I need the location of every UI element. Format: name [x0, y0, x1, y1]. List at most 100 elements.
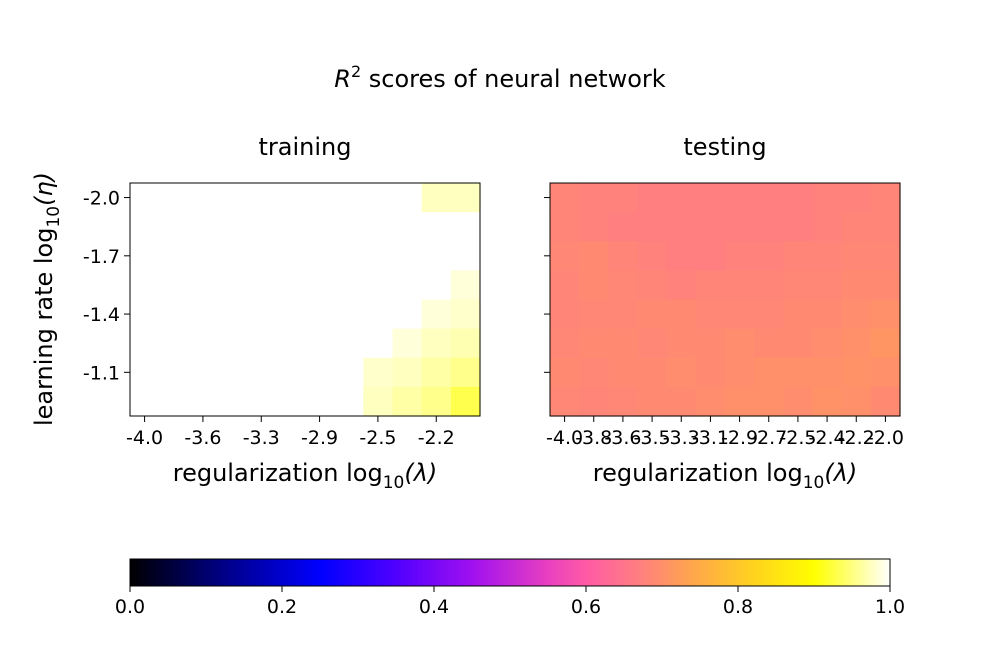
heatmap-cell [579, 299, 609, 330]
heatmap-cell [637, 357, 668, 388]
heatmap-cell [130, 183, 160, 213]
heatmap-cell [725, 357, 755, 388]
heatmap-cell [188, 212, 219, 242]
heatmap-cell [608, 299, 639, 330]
heatmap-cell [579, 270, 609, 301]
heatmap-cell [421, 212, 452, 242]
testing-title: testing [683, 133, 766, 161]
x-tick-label: -2.7 [750, 427, 787, 449]
heatmap-cell [608, 241, 639, 271]
x-tick-label: -2.5 [359, 427, 396, 449]
heatmap-cell [725, 386, 755, 417]
heatmap-cell [550, 270, 580, 301]
heatmap-cell [550, 241, 580, 271]
heatmap-cell [812, 241, 843, 271]
heatmap-cell [130, 270, 160, 301]
heatmap-cell [637, 328, 668, 359]
heatmap-cell [841, 241, 872, 271]
training-heatmap [130, 183, 481, 417]
x-tick-label: -4.0 [126, 427, 163, 449]
heatmap-cell [695, 357, 726, 388]
heatmap-cell [188, 386, 219, 417]
heatmap-cell [812, 299, 843, 330]
heatmap-cell [695, 212, 726, 242]
heatmap-cell [305, 299, 335, 330]
heatmap-cell [870, 299, 901, 330]
heatmap-cell [608, 183, 639, 213]
heatmap-cell [666, 328, 697, 359]
heatmap-cell [421, 386, 452, 417]
heatmap-cell [392, 270, 423, 301]
y-tick-label: -2.0 [83, 188, 120, 210]
heatmap-cell [666, 357, 697, 388]
heatmap-cell [334, 212, 364, 242]
heatmap-cell [334, 299, 364, 330]
heatmap-cell [217, 241, 248, 271]
heatmap-cell [275, 212, 306, 242]
heatmap-cell [392, 212, 423, 242]
colorbar-tick-label: 0.8 [723, 596, 753, 618]
x-tick-label: -3.6 [604, 427, 641, 449]
testing-panel: testing -4.0-3.8-3.6-3.5-3.3-3.1-2.9-2.7… [544, 133, 904, 493]
heatmap-cell [550, 212, 580, 242]
testing-x-ticks: -4.0-3.8-3.6-3.5-3.3-3.1-2.9-2.7-2.5-2.4… [546, 416, 904, 449]
x-tick-label: -3.5 [634, 427, 671, 449]
heatmap-cell [695, 299, 726, 330]
heatmap-cell [188, 183, 219, 213]
heatmap-cell [392, 386, 423, 417]
heatmap-cell [246, 183, 277, 213]
colorbar-ticks: 0.0 0.2 0.4 0.6 0.8 1.0 [115, 586, 905, 618]
heatmap-cell [550, 357, 580, 388]
x-tick-label: -2.9 [721, 427, 758, 449]
colorbar-tick-label: 1.0 [875, 596, 905, 618]
heatmap-cell [130, 212, 160, 242]
heatmap-cell [725, 241, 755, 271]
heatmap-cell [305, 212, 335, 242]
heatmap-cell [334, 183, 364, 213]
heatmap-cell [725, 299, 755, 330]
heatmap-cell [421, 357, 452, 388]
colorbar-tick-label: 0.2 [267, 596, 297, 618]
testing-y-ticks [544, 197, 550, 373]
figure-title: R2 scores of neural network [334, 62, 666, 93]
heatmap-cell [450, 270, 481, 301]
heatmap-cell [246, 241, 277, 271]
heatmap-cell [450, 386, 481, 417]
heatmap-cell [188, 270, 219, 301]
y-tick-label: -1.1 [83, 362, 120, 384]
heatmap-cell [159, 270, 189, 301]
heatmap-cell [608, 357, 639, 388]
training-x-ticks: -4.0 -3.6 -3.3 -2.9 -2.5 -2.2 [126, 416, 455, 449]
x-tick-label: -3.6 [184, 427, 221, 449]
x-tick-label: -4.0 [546, 427, 583, 449]
heatmap-cell [159, 299, 189, 330]
heatmap-cell [188, 357, 219, 388]
heatmap-cell [637, 183, 668, 213]
heatmap-cell [870, 212, 901, 242]
y-tick-label: -1.4 [83, 304, 120, 326]
heatmap-cell [870, 183, 901, 213]
heatmap-cell [305, 183, 335, 213]
training-frame [129, 182, 481, 417]
heatmap-cell [188, 241, 219, 271]
colorbar-gradient [130, 559, 890, 586]
heatmap-cell [275, 386, 306, 417]
heatmap-cell [695, 386, 726, 417]
heatmap-cell [217, 183, 248, 213]
heatmap-cell [870, 270, 901, 301]
heatmap-cell [579, 183, 609, 213]
heatmap-cell [130, 328, 160, 359]
heatmap-cell [754, 241, 784, 271]
heatmap-cell [754, 183, 784, 213]
heatmap-cell [608, 212, 639, 242]
testing-x-label: regularization log10(λ) [593, 459, 858, 493]
heatmap-cell [637, 212, 668, 242]
heatmap-cell [841, 183, 872, 213]
heatmap-cell [246, 299, 277, 330]
heatmap-cell [841, 386, 872, 417]
heatmap-cell [841, 270, 872, 301]
x-tick-label: -2.4 [809, 427, 846, 449]
heatmap-cell [363, 183, 394, 213]
testing-frame [549, 182, 901, 417]
heatmap-cell [275, 241, 306, 271]
